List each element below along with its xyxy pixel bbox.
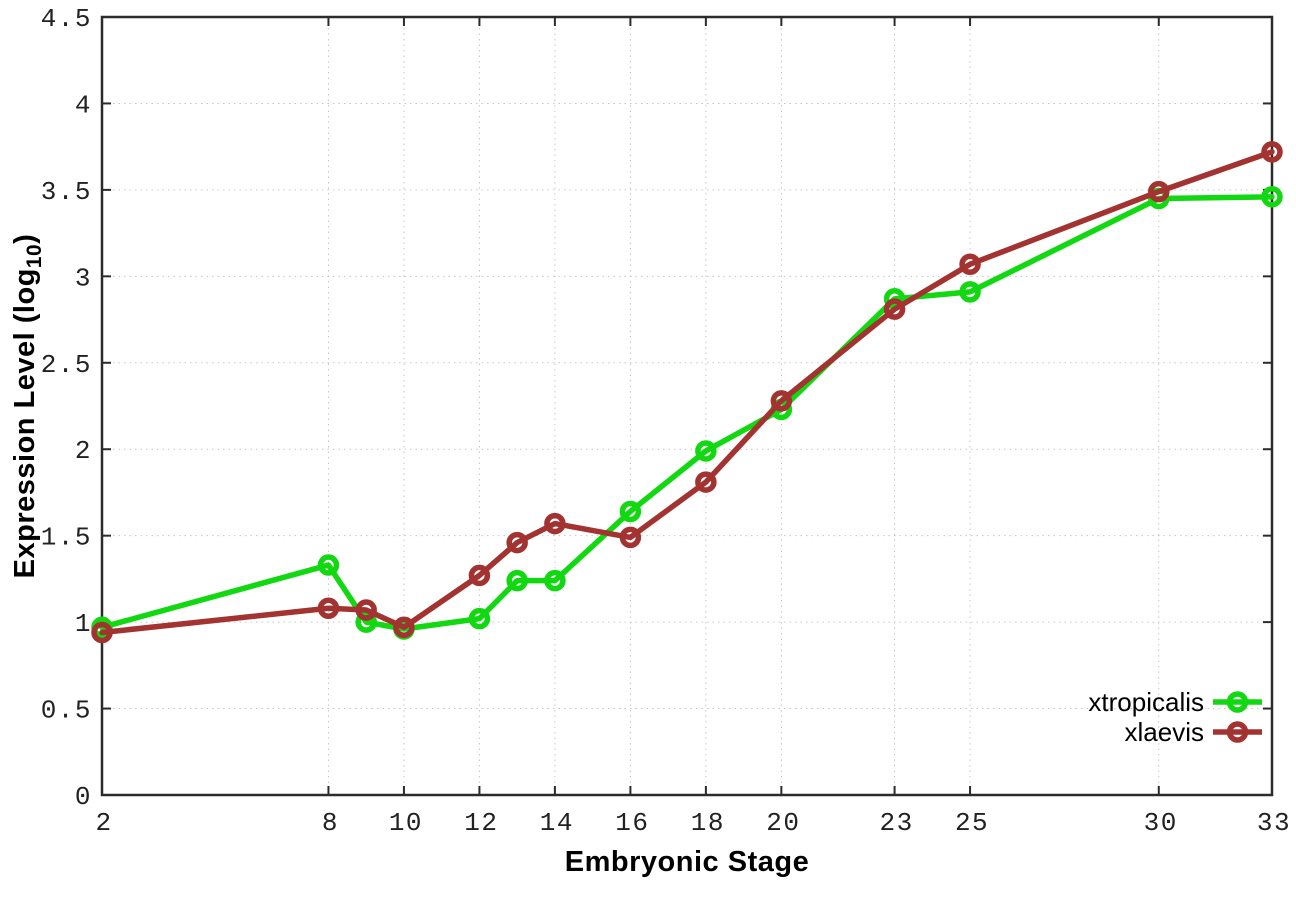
- y-tick-label: 4: [75, 90, 92, 120]
- x-tick-label: 14: [540, 808, 574, 838]
- tick-marks: [101, 16, 1273, 796]
- data-point-xtropicalis: [468, 607, 491, 630]
- data-point-xtropicalis: [544, 569, 566, 592]
- data-point-xtropicalis: [695, 440, 717, 462]
- legend-marker-xlaevis: [1226, 721, 1249, 743]
- data-point-xlaevis: [883, 298, 906, 320]
- data-point-xtropicalis: [1261, 186, 1283, 208]
- gridlines: [102, 17, 1272, 795]
- data-point-xtropicalis: [317, 554, 340, 576]
- y-tick-label: 1.5: [41, 523, 92, 553]
- x-tick-label: 20: [766, 808, 800, 838]
- y-tick-label: 1: [75, 609, 92, 639]
- y-axis-title: Expression Level (log10): [9, 234, 47, 579]
- data-point-xlaevis: [1261, 141, 1283, 163]
- x-tick-label: 23: [879, 808, 913, 838]
- x-tick-label: 8: [322, 808, 339, 838]
- y-tick-label: 2.5: [41, 350, 92, 380]
- y-tick-label: 0.5: [41, 696, 92, 726]
- x-tick-label: 16: [615, 808, 649, 838]
- tick-labels: 2 8 10 12 14 16 18 20 23 25 30 33 0 0.5 1 1.5 2 2.5 3 3.5 4 4…: [41, 4, 1291, 838]
- data-point-xlaevis: [695, 471, 717, 493]
- x-tick-label: 12: [464, 808, 498, 838]
- x-tick-label: 2: [95, 808, 112, 838]
- data-point-xlaevis: [91, 621, 113, 644]
- y-axis-title-subscript: 10: [22, 243, 46, 269]
- y-tick-label: 2: [75, 436, 92, 466]
- data-point-xlaevis: [770, 390, 793, 412]
- data-point-xlaevis: [959, 253, 981, 275]
- series-line-xlaevis: [99, 149, 1275, 636]
- data-point-xtropicalis: [355, 611, 377, 633]
- legend-item-xtropicalis: xtropicalis: [1088, 687, 1262, 717]
- legend-label-xlaevis: xlaevis: [1125, 717, 1204, 747]
- y-tick-label: 4.5: [41, 4, 92, 34]
- series-line-xtropicalis: [99, 194, 1275, 632]
- legend-label-xtropicalis: xtropicalis: [1088, 687, 1204, 717]
- y-tick-label: 3: [75, 263, 92, 293]
- data-point-xlaevis: [393, 616, 415, 639]
- legend-marker-xtropicalis: [1226, 691, 1249, 713]
- x-tick-label: 33: [1257, 808, 1291, 838]
- x-tick-label: 30: [1144, 808, 1178, 838]
- x-axis-title: Embryonic Stage: [564, 846, 810, 878]
- data-point-xtropicalis: [959, 281, 981, 303]
- data-point-xlaevis: [619, 526, 642, 549]
- x-tick-label: 10: [389, 808, 423, 838]
- series-xtropicalis: [91, 186, 1283, 640]
- data-point-xlaevis: [506, 531, 528, 554]
- data-point-xlaevis: [468, 564, 491, 587]
- plot-border: [100, 15, 1274, 797]
- data-point-xtropicalis: [506, 569, 528, 592]
- data-point-xlaevis: [355, 599, 377, 621]
- y-tick-label: 3.5: [41, 177, 92, 207]
- series-xlaevis: [91, 141, 1283, 644]
- data-point-xlaevis: [544, 512, 566, 535]
- x-tick-label: 18: [691, 808, 725, 838]
- axes: [100, 15, 1274, 797]
- x-tick-label: 25: [955, 808, 989, 838]
- data-point-xtropicalis: [619, 500, 642, 523]
- legend-item-xlaevis: xlaevis: [1125, 717, 1262, 747]
- y-tick-label: 0: [75, 782, 92, 812]
- data-point-xlaevis: [317, 597, 340, 620]
- y-axis-title-main: Expression Level (log: [9, 268, 41, 579]
- y-axis-title-close: ): [9, 233, 41, 244]
- data-point-xlaevis: [1148, 180, 1170, 203]
